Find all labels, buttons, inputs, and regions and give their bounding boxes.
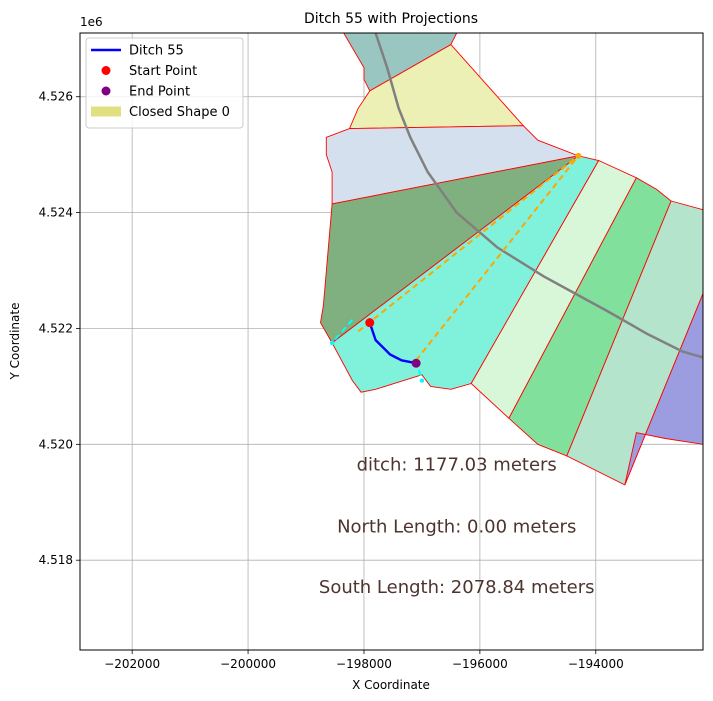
chart-title: Ditch 55 with Projections	[304, 11, 478, 27]
plot-frame	[79, 32, 704, 651]
legend-entry-label: Start Point	[129, 64, 197, 79]
projection-endpoint	[419, 378, 425, 383]
legend-patch-swatch	[91, 106, 121, 117]
projection-endpoint	[329, 340, 335, 346]
x-tick-label: −194000	[568, 657, 624, 671]
legend-entry-label: Closed Shape 0	[129, 105, 230, 120]
y-tick-label: 4.520	[39, 437, 73, 451]
legend: Ditch 55 Start Point End Point Closed Shape…	[85, 37, 244, 129]
end-point	[411, 358, 421, 368]
x-axis-label: X Coordinate	[352, 678, 430, 692]
legend-dot-swatch	[101, 66, 111, 75]
x-tick-label: −198000	[336, 657, 392, 671]
projection-line	[415, 155, 580, 361]
axis-ticks: −202000 −200000 −198000 −196000 −194000 4.518…	[39, 90, 624, 671]
x-tick-label: −202000	[104, 657, 160, 671]
legend-box	[85, 37, 244, 129]
x-tick-label: −200000	[220, 657, 276, 671]
annotations: ditch: 1177.03 meters North Length: 0.00 …	[319, 454, 595, 598]
legend-dot-swatch	[101, 86, 111, 96]
projection-target-point	[575, 152, 582, 159]
y-offset-label: 1e6	[80, 15, 103, 29]
x-tick-label: −196000	[452, 657, 508, 671]
annotation-text: South Length: 2078.84 meters	[319, 577, 595, 598]
y-tick-label: 4.518	[39, 553, 73, 567]
projection-line	[331, 319, 354, 344]
legend-entry-label: End Point	[129, 85, 190, 100]
annotation-text: ditch: 1177.03 meters	[357, 454, 557, 475]
legend-entry-label: Ditch 55	[129, 44, 184, 59]
start-point	[365, 318, 375, 328]
projection-line	[357, 155, 580, 333]
plot-area	[320, 33, 703, 486]
y-axis-label: Y Coordinate	[8, 303, 22, 381]
closed-shape	[320, 155, 579, 344]
y-tick-label: 4.524	[39, 206, 73, 220]
annotation-text: North Length: 0.00 meters	[337, 516, 576, 537]
y-tick-label: 4.522	[39, 321, 73, 335]
closed-shape	[624, 293, 703, 486]
river-line	[374, 33, 703, 359]
y-tick-label: 4.526	[39, 90, 73, 104]
ditch-line	[368, 322, 417, 365]
